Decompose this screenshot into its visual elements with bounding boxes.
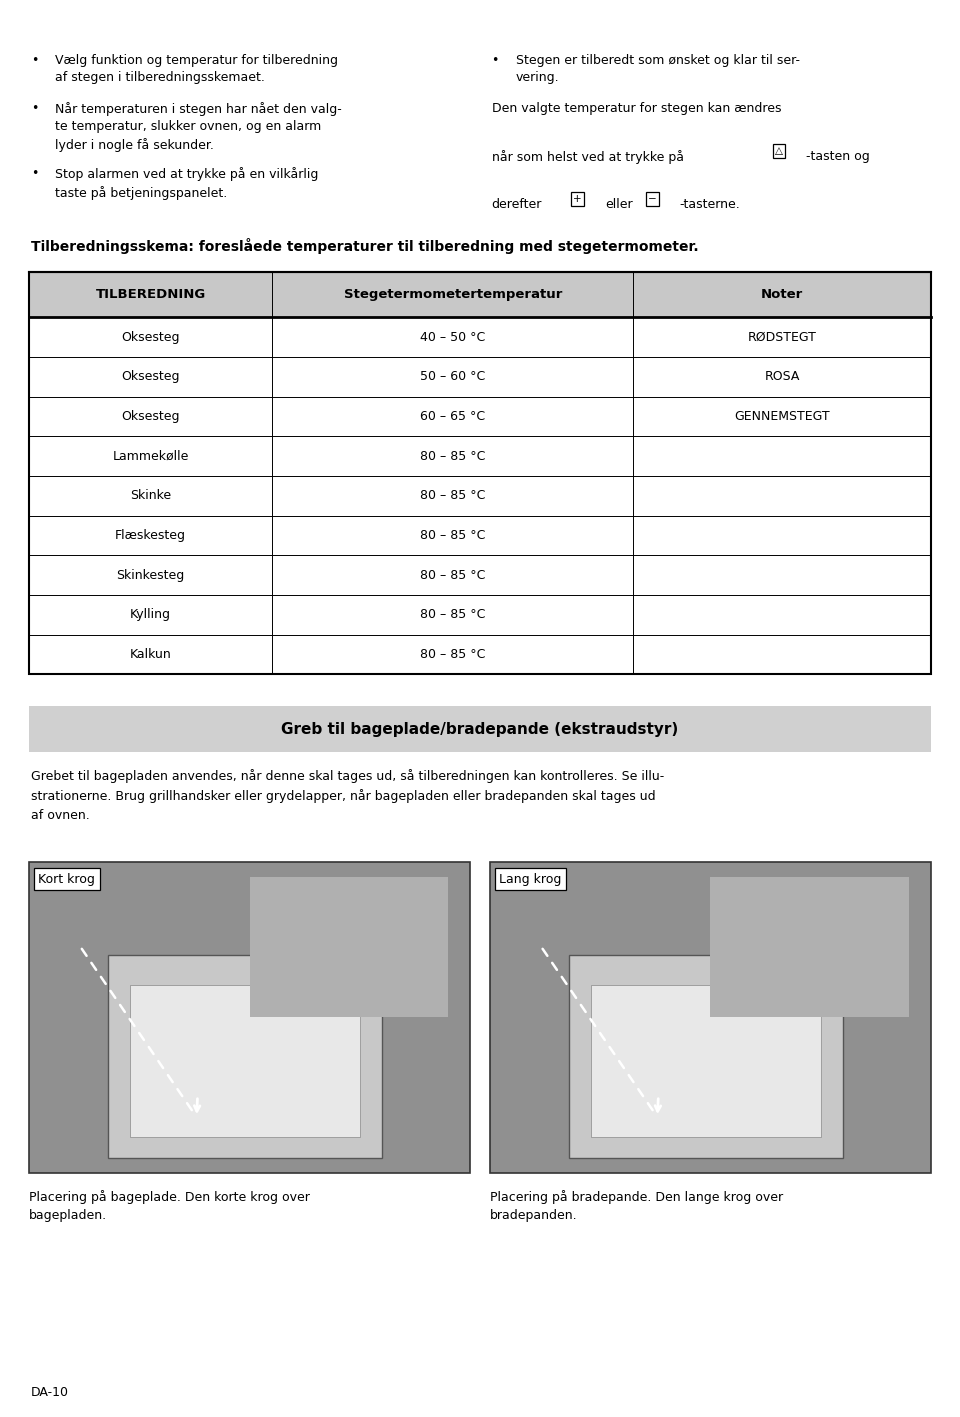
Text: DA-10: DA-10 [31,1386,69,1399]
Text: Stegetermometertemperatur: Stegetermometertemperatur [344,288,563,302]
Text: Lang krog: Lang krog [499,873,562,886]
Text: derefter: derefter [492,198,541,211]
Text: 80 – 85 °C: 80 – 85 °C [420,568,486,582]
Text: Noter: Noter [761,288,804,302]
Bar [29,706,931,752]
Text: −: − [648,194,657,204]
Text: 40 – 50 °C: 40 – 50 °C [420,330,486,344]
Text: 80 – 85 °C: 80 – 85 °C [420,648,486,662]
Text: •: • [31,54,38,67]
Bar [490,862,931,1173]
Text: Oksesteg: Oksesteg [121,410,180,424]
Text: △: △ [775,146,782,156]
Text: Kort krog: Kort krog [38,873,95,886]
Text: Den valgte temperatur for stegen kan ændres: Den valgte temperatur for stegen kan ænd… [492,102,781,115]
Text: når som helst ved at trykke på: når som helst ved at trykke på [492,150,684,164]
Text: Kalkun: Kalkun [130,648,172,662]
Bar [29,272,931,674]
Bar [272,893,426,1002]
Text: Placering på bageplade. Den korte krog over
bagepladen.: Placering på bageplade. Den korte krog o… [29,1190,310,1221]
Bar [108,955,382,1158]
Text: Greb til bageplade/bradepande (ekstraudstyr): Greb til bageplade/bradepande (ekstrauds… [281,721,679,737]
Text: 60 – 65 °C: 60 – 65 °C [420,410,486,424]
Text: Skinke: Skinke [130,489,171,503]
Text: Stop alarmen ved at trykke på en vilkårlig
taste på betjeningspanelet.: Stop alarmen ved at trykke på en vilkårl… [55,167,318,200]
Bar [29,862,470,1173]
Text: GENNEMSTEGT: GENNEMSTEGT [734,410,830,424]
Text: Placering på bradepande. Den lange krog over
bradepanden.: Placering på bradepande. Den lange krog … [490,1190,782,1221]
Bar [710,877,909,1017]
Text: +: + [573,194,582,204]
Text: Oksesteg: Oksesteg [121,330,180,344]
Text: Kylling: Kylling [131,608,171,622]
Bar [569,955,843,1158]
Text: -tasten og: -tasten og [806,150,870,163]
Bar [131,985,360,1138]
Text: Vælg funktion og temperatur for tilberedning
af stegen i tilberedningsskemaet.: Vælg funktion og temperatur for tilbered… [55,54,338,85]
Text: eller: eller [605,198,633,211]
Text: 80 – 85 °C: 80 – 85 °C [420,489,486,503]
Text: Skinkesteg: Skinkesteg [116,568,184,582]
Text: Når temperaturen i stegen har nået den valg-
te temperatur, slukker ovnen, og en: Når temperaturen i stegen har nået den v… [55,102,342,153]
Text: 50 – 60 °C: 50 – 60 °C [420,370,486,384]
Text: Lammekølle: Lammekølle [112,449,189,463]
Bar [591,985,821,1138]
Text: Stegen er tilberedt som ønsket og klar til ser-
vering.: Stegen er tilberedt som ønsket og klar t… [516,54,800,85]
Bar [634,272,931,317]
Text: RØDSTEGT: RØDSTEGT [748,330,817,344]
Text: 80 – 85 °C: 80 – 85 °C [420,449,486,463]
Text: 80 – 85 °C: 80 – 85 °C [420,608,486,622]
Bar [250,877,448,1017]
Bar [732,893,887,1002]
Text: Grebet til bagepladen anvendes, når denne skal tages ud, så tilberedningen kan k: Grebet til bagepladen anvendes, når denn… [31,769,664,822]
Bar [273,272,634,317]
Text: •: • [492,54,499,67]
Text: Flæskesteg: Flæskesteg [115,529,186,543]
Text: Tilberedningsskema: foreslåede temperaturer til tilberedning med stegetermometer: Tilberedningsskema: foreslåede temperatu… [31,238,698,254]
Text: •: • [31,167,38,180]
Text: Oksesteg: Oksesteg [121,370,180,384]
Text: TILBEREDNING: TILBEREDNING [95,288,205,302]
Bar [29,272,273,317]
Text: -tasterne.: -tasterne. [680,198,740,211]
Text: •: • [31,102,38,115]
Text: ROSA: ROSA [764,370,800,384]
Text: 80 – 85 °C: 80 – 85 °C [420,529,486,543]
